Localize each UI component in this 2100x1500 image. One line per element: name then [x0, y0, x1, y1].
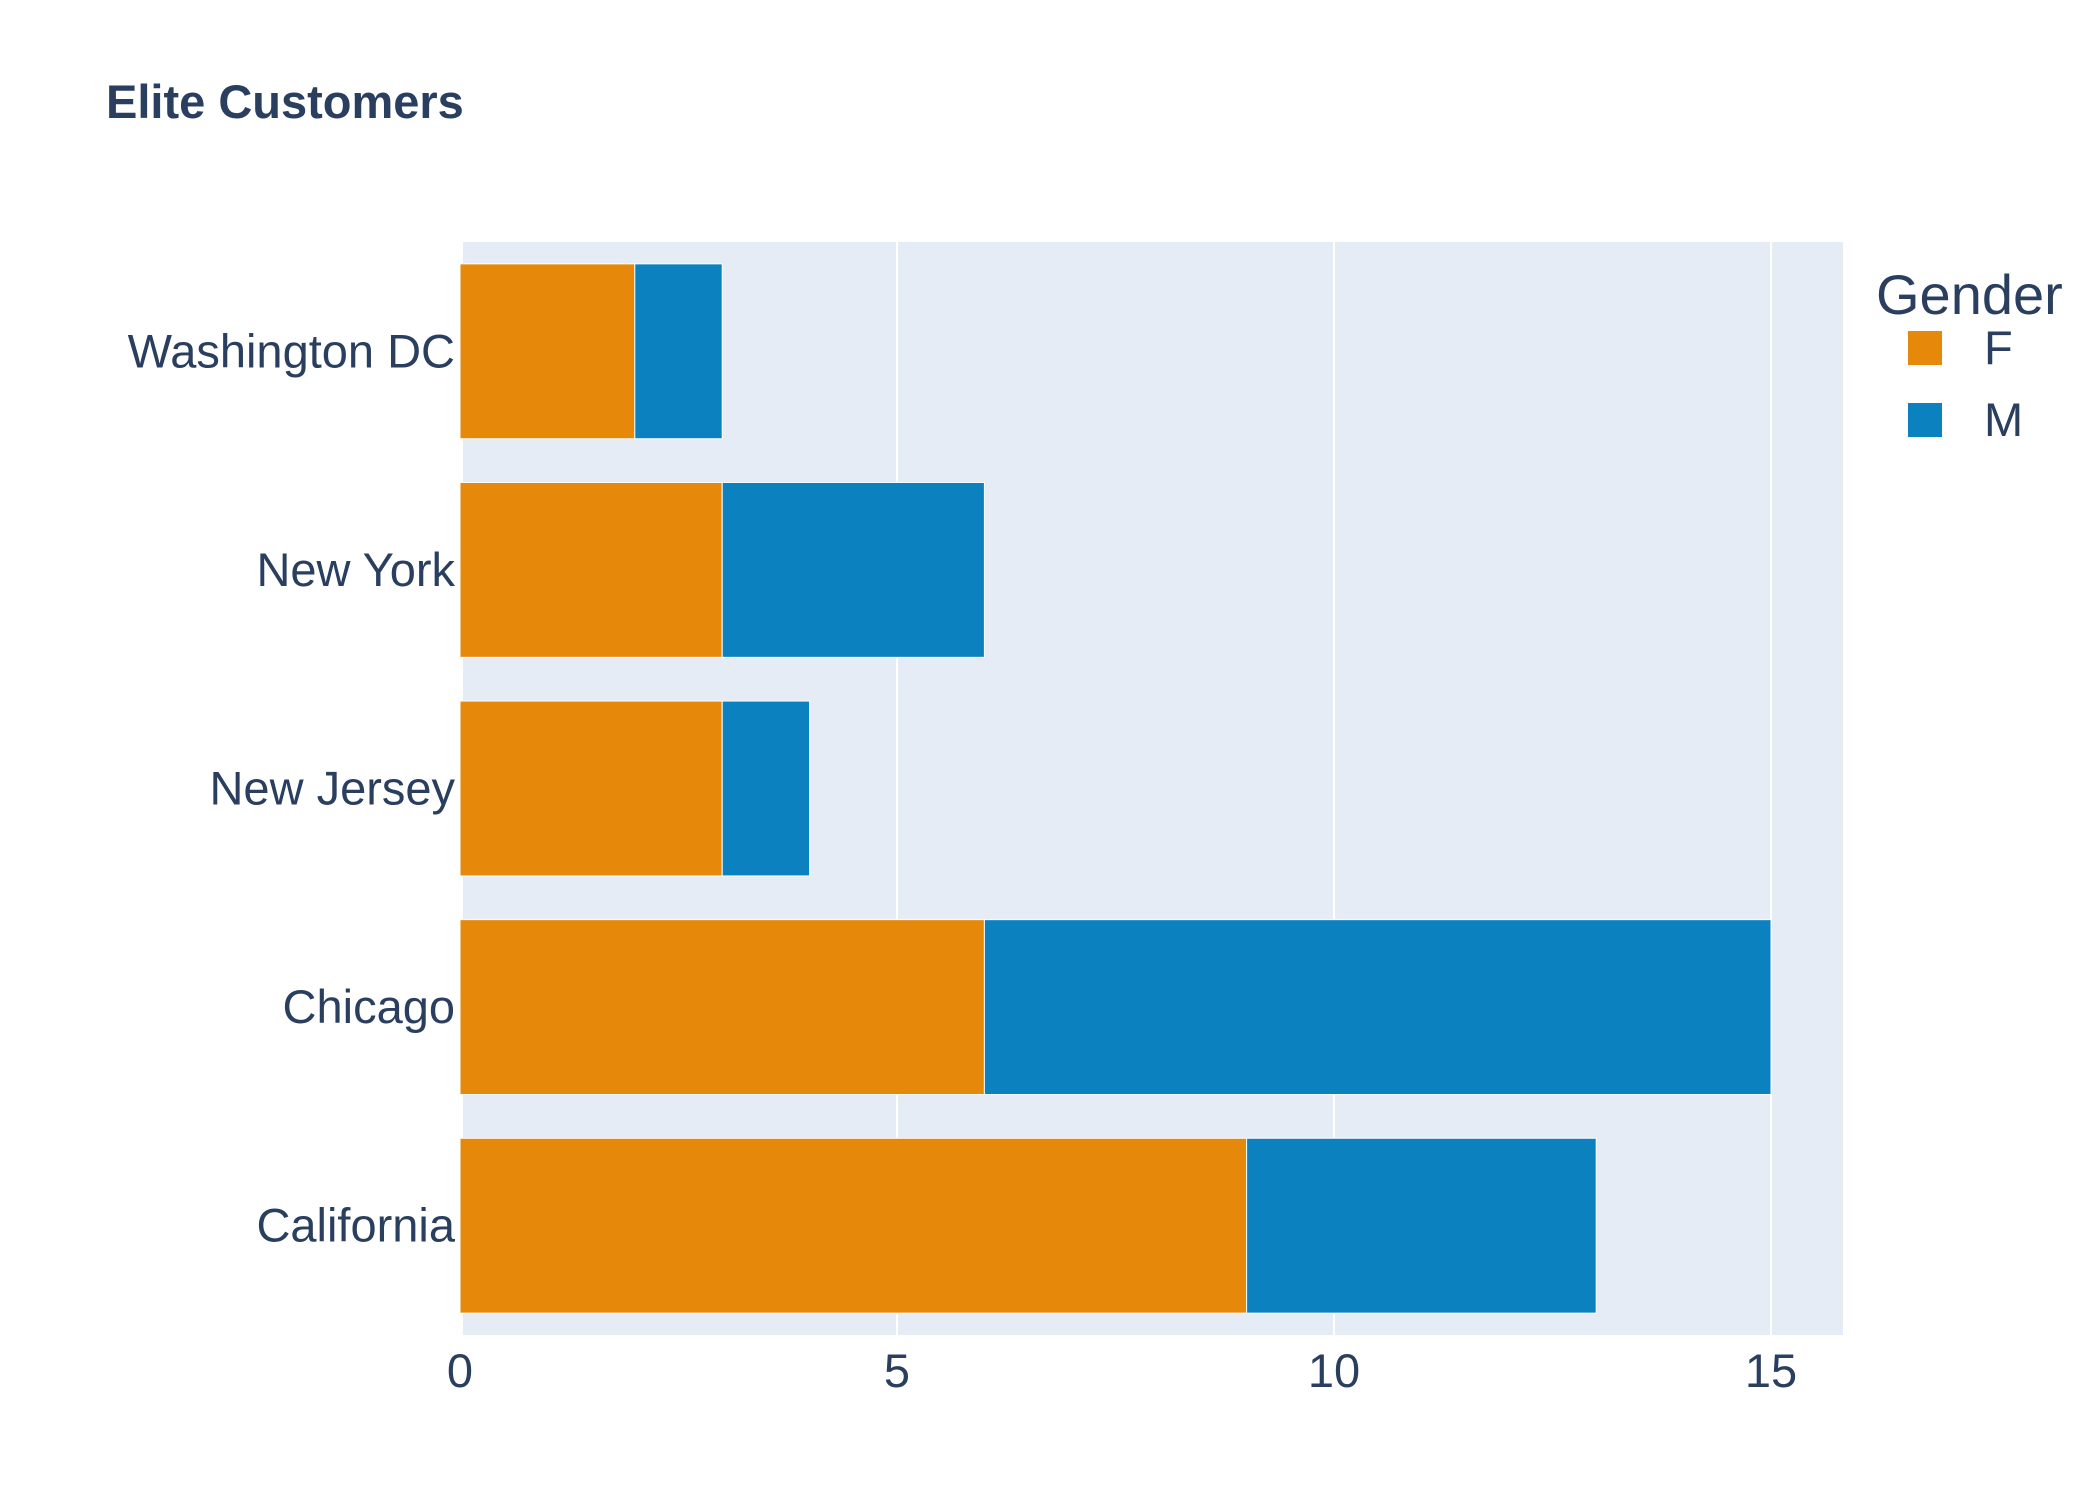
bar-m[interactable] [1246, 1137, 1597, 1314]
legend-label-m[interactable]: M [1984, 393, 2023, 446]
legend-swatch-m[interactable] [1908, 403, 1942, 437]
y-tick-label: Washington DC [128, 324, 455, 377]
bar-f[interactable] [459, 481, 723, 658]
bar-m[interactable] [983, 919, 1772, 1096]
bar-f[interactable] [459, 919, 985, 1096]
x-tick-label: 10 [1308, 1344, 1360, 1397]
y-tick-label: California [256, 1199, 455, 1252]
y-tick-label: New Jersey [209, 762, 455, 815]
bars [459, 263, 1772, 1314]
x-tick-label: 0 [447, 1344, 473, 1397]
bar-f[interactable] [459, 1137, 1248, 1314]
legend-label-f[interactable]: F [1984, 321, 2013, 374]
y-axis-ticks: California Chicago New Jersey New York Washi… [128, 324, 456, 1251]
bar-m[interactable] [721, 481, 985, 658]
bar-m[interactable] [721, 700, 811, 877]
x-tick-label: 15 [1745, 1344, 1797, 1397]
bar-f[interactable] [459, 263, 636, 440]
legend-swatch-f[interactable] [1908, 331, 1942, 365]
y-tick-label: New York [256, 543, 455, 596]
bar-m[interactable] [634, 263, 723, 440]
legend: Gender FM [1876, 263, 2063, 446]
chart-title: Elite Customers [106, 75, 464, 128]
x-tick-label: 5 [884, 1344, 910, 1397]
bar-f[interactable] [459, 700, 723, 877]
legend-title: Gender [1876, 263, 2063, 326]
y-tick-label: Chicago [283, 980, 455, 1033]
x-axis-ticks: 0 5 10 15 [447, 1344, 1797, 1397]
